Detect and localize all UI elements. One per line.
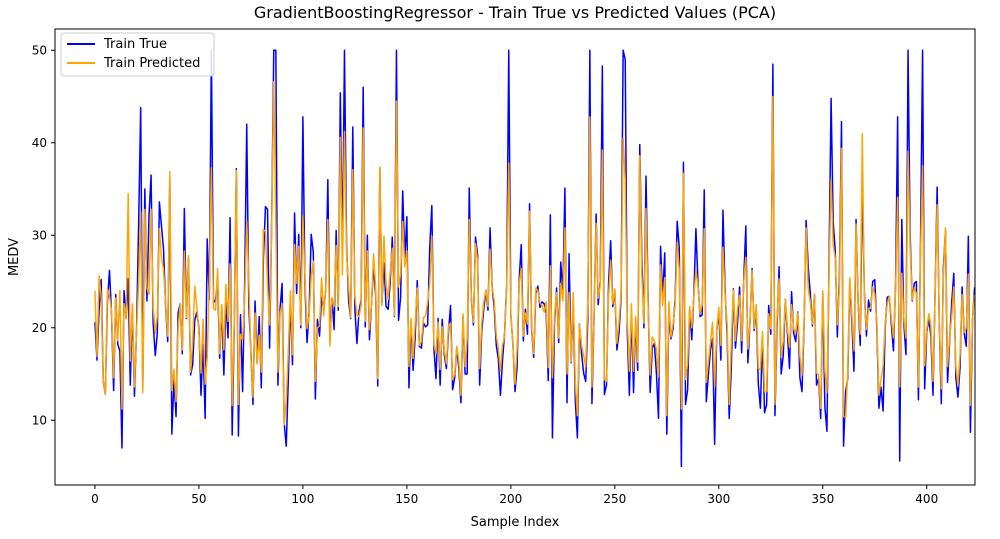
x-tick-label: 300: [707, 492, 730, 506]
y-axis-label: MEDV: [7, 238, 22, 276]
y-tick-label: 50: [32, 43, 47, 57]
x-tick-label: 0: [91, 492, 99, 506]
x-tick-label: 150: [395, 492, 418, 506]
x-tick-label: 200: [499, 492, 522, 506]
x-tick-label: 350: [811, 492, 834, 506]
y-tick-label: 40: [32, 136, 47, 150]
x-axis-label: Sample Index: [471, 515, 560, 530]
plot-area-frame: [54, 28, 976, 486]
y-axis-ticks: 10 20 30 40 50: [32, 43, 55, 427]
series-line-train-predicted: [94, 80, 975, 426]
legend-label-train-true: Train True: [103, 37, 167, 52]
y-tick-label: 20: [32, 321, 47, 335]
x-axis-ticks: 0 50 100 150 200 250 300 350 400: [91, 485, 938, 506]
x-tick-label: 100: [291, 492, 314, 506]
x-tick-label: 250: [603, 492, 626, 506]
x-tick-label: 400: [915, 492, 938, 506]
y-tick-label: 10: [32, 413, 47, 427]
y-tick-label: 30: [32, 228, 47, 242]
legend-box: [60, 32, 215, 77]
x-tick-label: 50: [191, 492, 206, 506]
legend: Train True Train Predicted: [60, 32, 215, 77]
legend-label-train-predicted: Train Predicted: [103, 56, 200, 71]
chart-title: GradientBoostingRegressor - Train True v…: [254, 3, 776, 22]
